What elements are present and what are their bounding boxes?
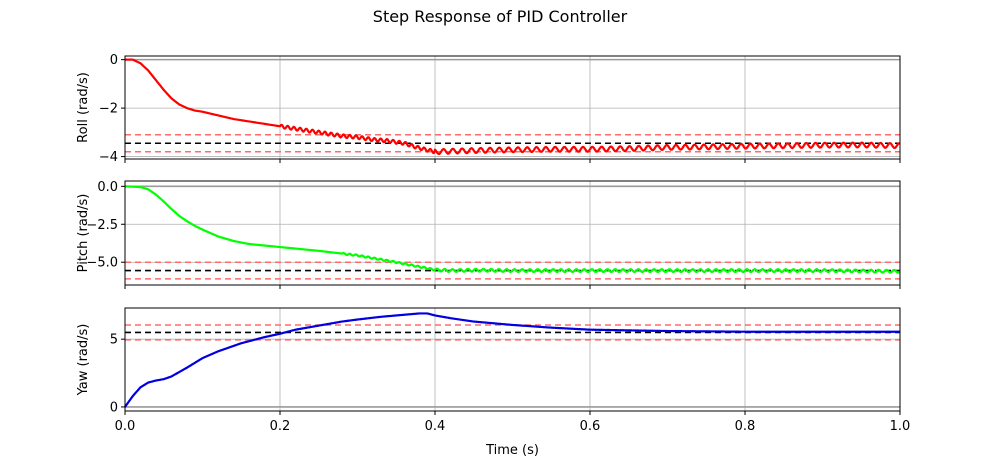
x-tick-label-0: 0.0 [115, 419, 136, 434]
x-tick-label-4: 0.8 [735, 419, 756, 434]
x-tick-label-5: 1.0 [890, 419, 911, 434]
y-tick-label-1: −2 [99, 102, 118, 117]
x-tick-label-1: 0.2 [270, 419, 291, 434]
x-tick-label-3: 0.6 [580, 419, 601, 434]
x-tick-label-2: 0.4 [425, 419, 446, 434]
y-axis-label: Yaw (rad/s) [76, 324, 91, 397]
response-series-line [124, 58, 901, 156]
y-tick-label-1: 0 [110, 400, 118, 415]
axes-frame [124, 55, 901, 160]
axes-frame [124, 307, 901, 412]
y-tick-label-2: −5.0 [86, 256, 118, 271]
response-series-line [124, 312, 901, 408]
y-tick-label-0: 5 [110, 333, 118, 348]
chart-title: Step Response of PID Controller [373, 7, 628, 26]
response-series-line [124, 185, 901, 274]
x-axis-label: Time (s) [485, 443, 539, 458]
y-tick-label-1: −2.5 [86, 218, 118, 233]
yaw-subplot: 5 0 0.0 0.2 0.4 0.6 0.8 1.0 Yaw (rad/s) Time (s) [76, 307, 911, 458]
axes-frame [124, 180, 901, 286]
y-axis-label: Roll (rad/s) [76, 72, 91, 143]
y-tick-label-0: 0 [110, 53, 118, 68]
roll-subplot: 0 −2 −4 Roll (rad/s) [76, 53, 901, 165]
y-tick-label-0: 0.0 [97, 180, 118, 195]
y-axis-label: Pitch (rad/s) [76, 194, 91, 273]
y-tick-label-2: −4 [99, 150, 118, 165]
